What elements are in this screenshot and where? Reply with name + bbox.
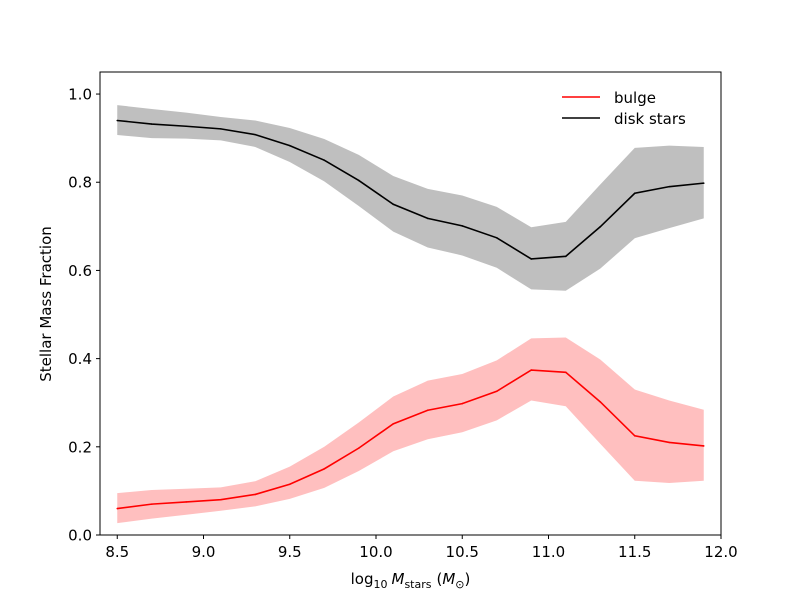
x-tick-label: 10.0: [359, 543, 392, 561]
x-axis-title-unit-open: (: [436, 570, 442, 588]
x-axis-title-symbol-sub: stars: [404, 578, 431, 591]
x-axis-title: log10 Mstars (M⊙): [351, 570, 471, 591]
disk-stars-point: [185, 125, 188, 128]
x-tick-label: 11.5: [618, 543, 651, 561]
disk-stars-point: [426, 217, 429, 220]
disk-stars-point: [495, 237, 498, 239]
bulge-point: [633, 434, 636, 437]
x-axis-title-unit-close: ): [465, 570, 471, 588]
x-tick-label: 8.5: [105, 543, 129, 561]
disk-stars-point: [392, 203, 395, 206]
confidence-bands: [117, 105, 704, 524]
bulge-point: [599, 401, 602, 403]
bulge-point: [530, 369, 533, 371]
y-axis-ticks: 0.0 0.2 0.4 0.6 0.8 1.0: [68, 86, 100, 545]
disk-stars-point: [357, 179, 360, 182]
bulge-point: [426, 409, 429, 412]
bulge-point: [564, 371, 567, 374]
disk-stars-point: [219, 128, 222, 130]
x-axis-ticks: 8.5 9.0 9.5 10.0 10.5 11.0 11.5 12.0: [105, 535, 738, 561]
disk-stars-point: [564, 255, 567, 258]
bulge-point: [702, 445, 705, 447]
disk-stars-point: [323, 159, 326, 161]
x-tick-label: 11.0: [532, 543, 565, 561]
disk-stars-line: [117, 119, 704, 260]
y-axis-title: Stellar Mass Fraction: [37, 226, 55, 382]
bulge-point: [392, 423, 395, 425]
disk-stars-point: [702, 182, 705, 184]
bulge-point: [668, 441, 671, 444]
bulge-point: [185, 501, 188, 503]
x-axis-title-unit-sub: ⊙: [455, 578, 464, 591]
disk-stars-point: [116, 119, 119, 122]
x-axis-title-log: log: [351, 570, 374, 588]
x-axis-title-symbol: M: [391, 570, 404, 588]
bulge-band: [117, 337, 704, 524]
bulge-point: [288, 483, 291, 486]
y-tick-label: 0.0: [68, 527, 92, 545]
disk-stars-point: [150, 123, 153, 125]
disk-stars-point: [530, 258, 533, 260]
bulge-line: [117, 369, 704, 510]
y-tick-label: 1.0: [68, 86, 92, 104]
disk-stars-point: [288, 144, 291, 147]
x-tick-label: 12.0: [704, 543, 737, 561]
y-tick-label: 0.2: [68, 438, 92, 456]
y-tick-label: 0.4: [68, 350, 92, 368]
disk-stars-point: [254, 133, 257, 136]
bulge-point: [495, 390, 498, 393]
disk-stars-point: [668, 185, 671, 188]
bulge-point: [116, 507, 119, 510]
disk-stars-point: [599, 225, 602, 228]
bulge-point: [150, 503, 153, 505]
disk-stars-point: [461, 225, 464, 227]
legend-label-disk-stars: disk stars: [614, 110, 686, 128]
y-tick-label: 0.8: [68, 174, 92, 192]
x-axis-title-log-base: 10: [373, 578, 387, 591]
bulge-point: [461, 402, 464, 405]
x-axis-title-unit-symbol: M: [442, 570, 455, 588]
legend: bulge disk stars: [562, 89, 686, 128]
bulge-point: [323, 468, 326, 470]
disk-stars-band: [117, 105, 704, 291]
series-lines: [116, 119, 705, 510]
disk-stars-point: [633, 192, 636, 195]
y-tick-label: 0.6: [68, 262, 92, 280]
x-tick-label: 10.5: [446, 543, 479, 561]
bulge-point: [357, 447, 360, 449]
x-tick-label: 9.0: [192, 543, 216, 561]
bulge-point: [254, 493, 257, 496]
x-tick-label: 9.5: [278, 543, 302, 561]
plot-frame: [99, 71, 722, 536]
legend-label-bulge: bulge: [614, 89, 656, 107]
bulge-point: [219, 498, 222, 501]
